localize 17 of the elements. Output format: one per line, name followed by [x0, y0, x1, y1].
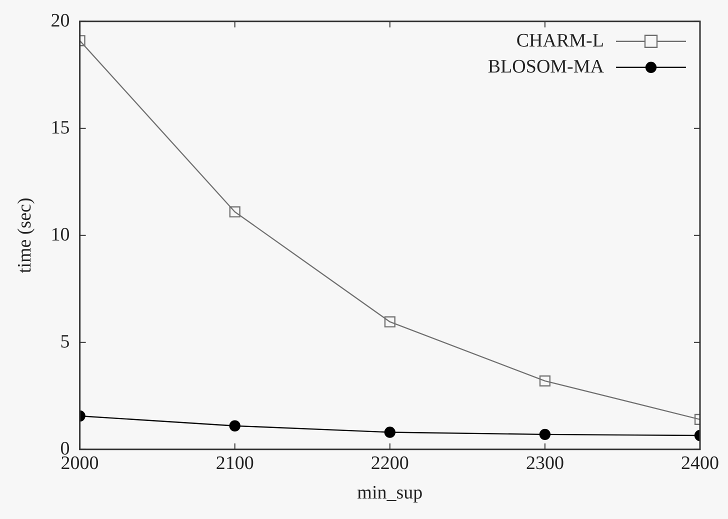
y-tick-label: 10: [50, 224, 70, 246]
x-tick-label: 2300: [526, 452, 564, 474]
y-tick-label: 5: [60, 331, 70, 352]
x-tick-label: 2100: [216, 452, 254, 474]
legend-label: BLOSOM-MA: [488, 56, 604, 78]
point: [229, 420, 240, 432]
y-axis-title: time (sec): [14, 198, 36, 274]
point: [229, 206, 240, 218]
x-tick-label: 2200: [370, 452, 409, 474]
legend-label: CHARM-L: [516, 30, 604, 52]
x-tick-label: 2400: [681, 452, 719, 474]
point: [384, 426, 396, 438]
y-tick-label: 20: [50, 10, 70, 32]
point: [384, 316, 396, 328]
point: [539, 375, 550, 386]
x-axis-title: min_sup: [357, 482, 423, 504]
y-tick-label: 15: [50, 117, 70, 138]
